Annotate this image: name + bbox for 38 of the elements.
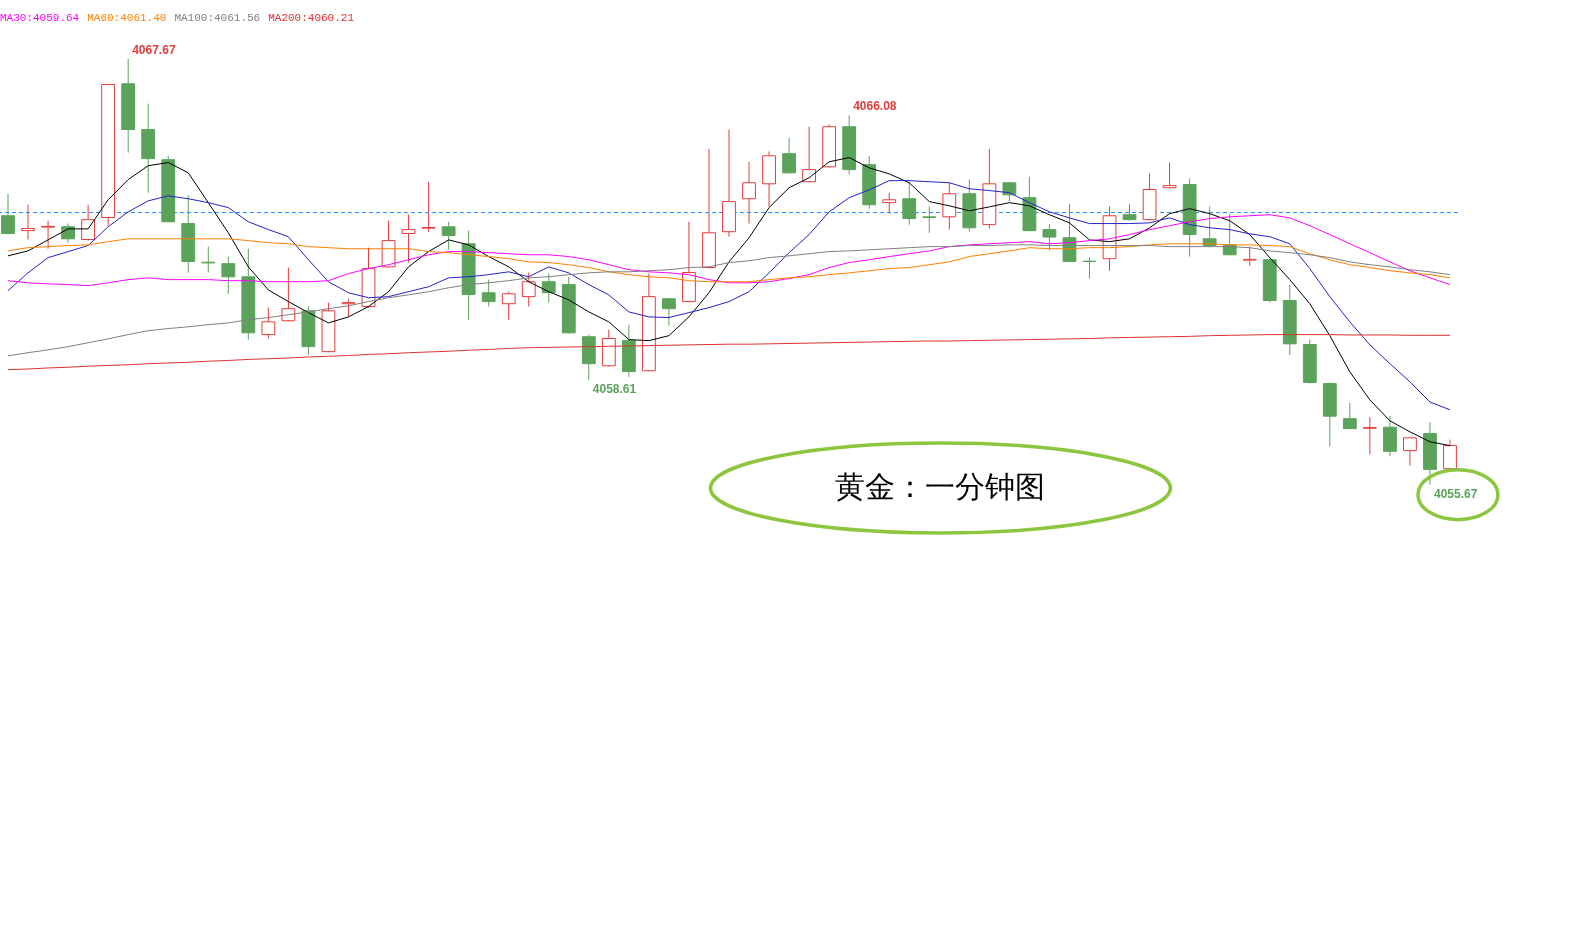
candlestick — [281, 267, 296, 322]
candlestick — [221, 256, 236, 295]
candlestick — [882, 192, 897, 215]
candlestick — [1242, 246, 1257, 267]
text: MA100:4061.56 — [174, 12, 261, 24]
candlestick — [421, 181, 436, 233]
text: 4067.67 — [132, 42, 176, 57]
candlestick — [481, 279, 496, 308]
candlestick — [902, 181, 917, 226]
annotation: 4066.08 — [853, 99, 897, 114]
candlestick — [1362, 416, 1377, 456]
text: MA60:4061.40 — [87, 12, 167, 24]
candlestick — [401, 214, 416, 264]
candlestick — [521, 272, 536, 308]
candlestick — [1342, 402, 1357, 430]
candlestick — [441, 221, 456, 251]
candlestick — [1, 193, 15, 236]
candlestick — [541, 273, 556, 304]
candlestick — [942, 182, 957, 231]
candlestick — [81, 204, 96, 242]
candlestick — [922, 206, 937, 234]
candlestick — [782, 137, 796, 175]
candlestick — [1403, 437, 1417, 467]
candlestick — [1443, 439, 1457, 470]
candlestick — [261, 307, 276, 339]
candlestick — [501, 291, 516, 321]
text: MA30:4059.64 — [0, 12, 80, 24]
candlestick — [742, 161, 756, 225]
annotation: 4058.61 — [592, 382, 637, 397]
candlestick — [201, 246, 216, 274]
candlestick — [41, 220, 55, 250]
text: MA200:4060.21 — [268, 12, 355, 24]
candlestick — [662, 297, 676, 327]
candlestick — [1162, 162, 1177, 189]
text: 4055.67 — [1433, 486, 1478, 501]
candlestick — [1042, 223, 1057, 252]
candlestick — [21, 204, 35, 241]
annotation: 黄金：一分钟图 — [835, 469, 1046, 504]
